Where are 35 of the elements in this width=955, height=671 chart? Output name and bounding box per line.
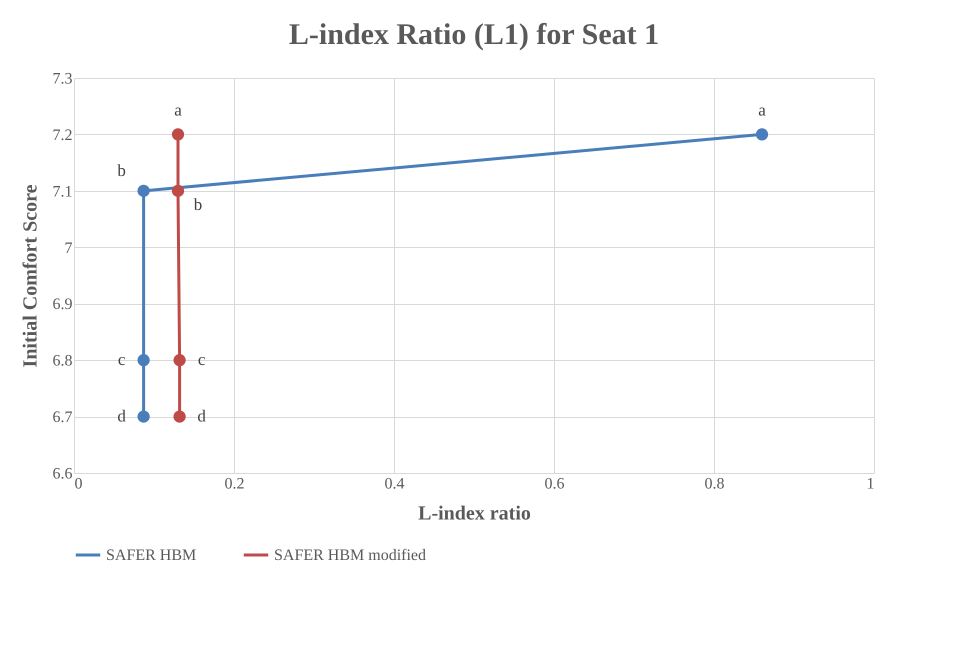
point xyxy=(173,354,186,366)
y-tick-label: 7 xyxy=(64,240,72,257)
y-tick-label: 6.9 xyxy=(52,296,72,314)
annotation: a xyxy=(758,100,766,120)
annotation: d xyxy=(117,406,126,426)
y-tick-label: 7.1 xyxy=(52,183,72,200)
y-tick-label: 6.8 xyxy=(52,352,72,370)
annotation: c xyxy=(118,350,126,370)
x-tick-label: 0.2 xyxy=(224,476,244,492)
chart-title: L-index Ratio (L1) for Seat 1 xyxy=(288,18,660,51)
legend-label: SAFER HBM modified xyxy=(274,547,426,564)
point xyxy=(137,354,150,366)
y-tick-label: 6.6 xyxy=(52,466,72,482)
x-tick-label: 0.4 xyxy=(384,476,404,492)
point xyxy=(756,128,768,141)
annotation: c xyxy=(198,350,206,370)
x-tick-label: 0.6 xyxy=(544,476,564,492)
annotation: a xyxy=(174,100,182,120)
legend-label: SAFER HBM xyxy=(106,547,196,564)
point xyxy=(172,184,184,197)
y-axis-title: Initial Comfort Score xyxy=(20,184,42,368)
x-axis-title: L-index ratio xyxy=(418,502,531,524)
point xyxy=(137,184,150,197)
y-tick-label: 7.2 xyxy=(52,126,72,144)
x-tick-label: 1 xyxy=(866,476,874,492)
annotation: b xyxy=(194,194,202,214)
point xyxy=(173,410,186,423)
x-tick-label: 0.8 xyxy=(704,476,724,492)
point xyxy=(172,128,184,141)
y-tick-label: 7.3 xyxy=(52,70,72,88)
x-tick-label: 0 xyxy=(74,476,82,492)
annotation: d xyxy=(197,406,206,426)
point xyxy=(137,410,150,423)
annotation: b xyxy=(117,160,126,180)
y-tick-label: 6.7 xyxy=(52,409,72,426)
